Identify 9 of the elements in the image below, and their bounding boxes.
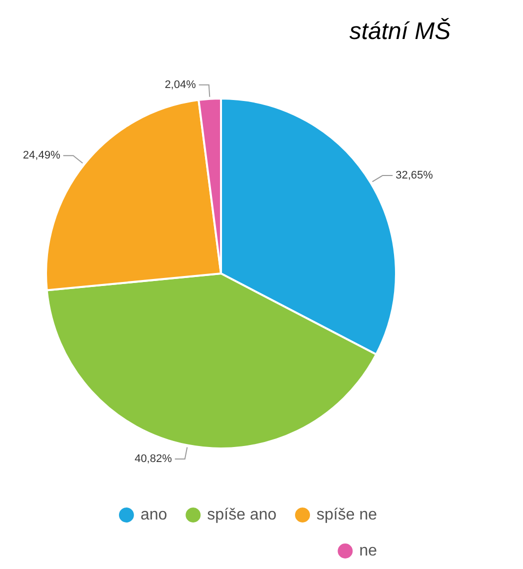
data-label: 40,82% bbox=[134, 453, 172, 466]
chart-title: státní MŠ bbox=[348, 18, 452, 46]
legend-label: ano bbox=[140, 506, 168, 524]
data-label: 2,04% bbox=[164, 78, 196, 91]
legend-label: spíše ano bbox=[207, 506, 277, 524]
data-label: 24,49% bbox=[22, 150, 60, 162]
legend-label: spíše ne bbox=[316, 506, 378, 524]
legend-label: ne bbox=[359, 542, 378, 560]
data-label: 32,65% bbox=[396, 170, 434, 182]
